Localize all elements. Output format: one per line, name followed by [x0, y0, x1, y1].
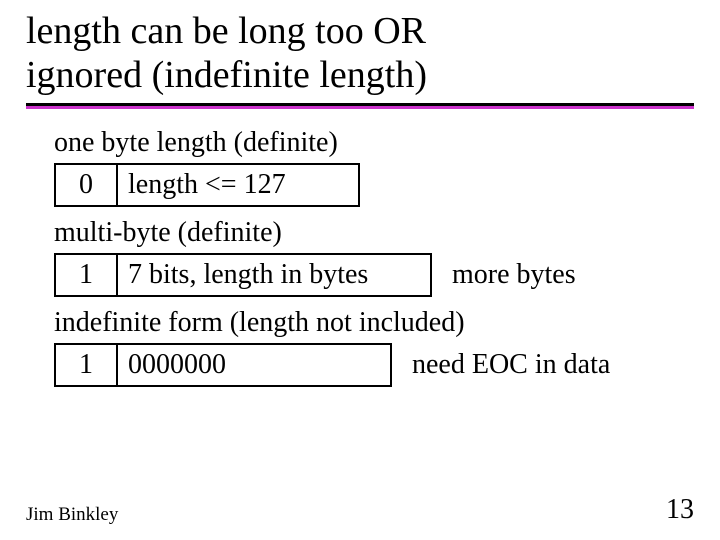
section3-after-text: need EOC in data [412, 343, 610, 387]
title-line-2: ignored (indefinite length) [26, 54, 427, 96]
section3-row: 1 0000000 need EOC in data [54, 343, 694, 387]
footer: Jim Binkley 13 [26, 494, 694, 526]
slide-title: length can be long too OR ignored (indef… [26, 10, 694, 97]
title-line-1: length can be long too OR [26, 10, 426, 52]
title-accent-line [26, 106, 694, 109]
section2-after-text: more bytes [452, 253, 576, 297]
footer-page-number: 13 [666, 494, 694, 526]
footer-author: Jim Binkley [26, 504, 118, 526]
section1-bit-cell: 0 [54, 163, 118, 207]
section2-label: multi-byte (definite) [54, 217, 694, 249]
section2-desc-cell: 7 bits, length in bytes [118, 253, 432, 297]
section3-desc-cell: 0000000 [118, 343, 392, 387]
section2-bit-cell: 1 [54, 253, 118, 297]
section3-bit-cell: 1 [54, 343, 118, 387]
section1-desc-cell: length <= 127 [118, 163, 360, 207]
section3-label: indefinite form (length not included) [54, 307, 694, 339]
section1-label: one byte length (definite) [54, 127, 694, 159]
section1-row: 0 length <= 127 [54, 163, 694, 207]
section2-row: 1 7 bits, length in bytes more bytes [54, 253, 694, 297]
